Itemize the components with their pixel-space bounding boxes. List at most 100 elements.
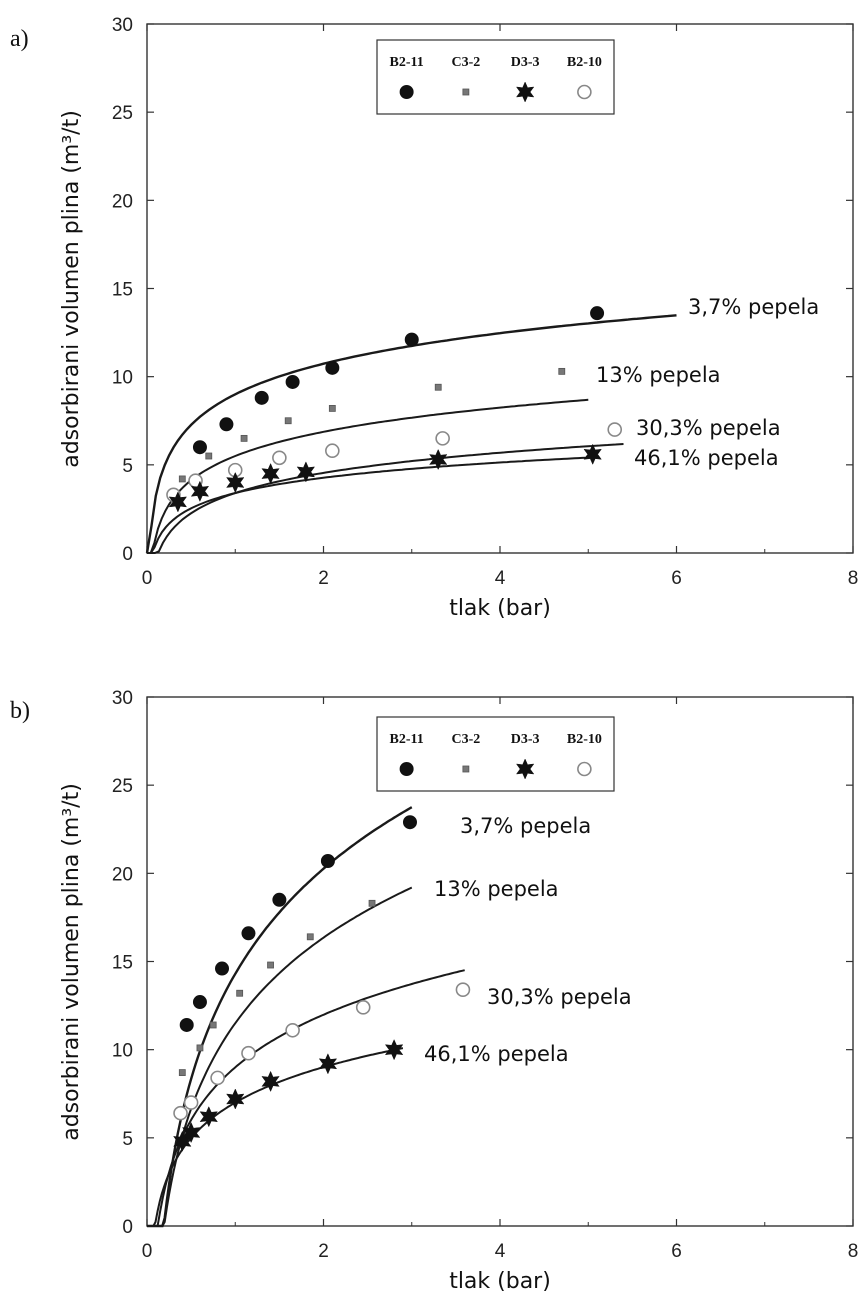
data-point [241, 1045, 256, 1061]
data-point [219, 417, 234, 432]
series-label: 13% pepela [596, 363, 721, 387]
data-point [236, 989, 244, 997]
legend-marker-open-circle [577, 84, 592, 100]
x-tick-label: 2 [318, 568, 329, 589]
x-axis-title: tlak (bar) [449, 596, 551, 621]
data-point [558, 367, 566, 375]
y-tick-label: 10 [112, 1041, 133, 1062]
data-point [285, 1022, 300, 1038]
y-tick-label: 25 [112, 776, 133, 797]
series-line [147, 456, 598, 554]
x-tick-label: 0 [142, 568, 153, 589]
data-point [183, 1095, 199, 1110]
data-point [181, 1121, 201, 1144]
y-tick-label: 5 [122, 456, 133, 477]
y-tick-label: 0 [122, 1217, 133, 1238]
y-tick-label: 0 [122, 544, 133, 565]
series-B2-10: 30,3% pepela [147, 969, 632, 1227]
y-tick-label: 5 [122, 1129, 133, 1150]
data-point [384, 1039, 404, 1061]
data-point [429, 448, 448, 471]
data-point [306, 933, 314, 941]
data-point [434, 383, 442, 391]
data-point [435, 431, 450, 446]
legend: B2-11 C3-2 D3-3 B2-10 [376, 39, 615, 115]
data-point [254, 390, 269, 405]
series-line [147, 398, 589, 554]
series-B2-11: 3,7% pepela [145, 295, 819, 554]
y-axis-title: adsorbirani volumen plina (m³/t) [59, 110, 84, 468]
data-point [328, 405, 336, 412]
y-tick-label: 15 [112, 280, 133, 301]
legend-entry-label: B2-11 [390, 732, 424, 747]
data-point [196, 1044, 204, 1052]
legend-entry-label: B2-10 [567, 55, 602, 70]
data-point [210, 1070, 225, 1086]
data-point [240, 434, 248, 442]
data-point [402, 815, 417, 830]
series-label: 46,1% pepela [424, 1042, 569, 1066]
legend-entry-label: D3-3 [511, 732, 540, 747]
series-label: 13% pepela [434, 877, 559, 901]
data-point [285, 374, 300, 389]
data-point [404, 332, 419, 347]
series-label: 3,7% pepela [460, 814, 591, 838]
data-point [325, 360, 340, 375]
y-tick-label: 30 [112, 15, 133, 36]
data-point [173, 1105, 188, 1121]
x-tick-label: 8 [848, 1241, 859, 1262]
y-tick-label: 20 [112, 191, 133, 212]
series-label: 46,1% pepela [634, 446, 779, 470]
chart-panel-a: a) 0 2 4 6 8 0 5 10 15 20 25 30 tlak (bar) adsorbirani… [10, 15, 858, 621]
legend-marker-filled-circle [399, 85, 414, 99]
y-tick-label: 30 [112, 688, 133, 709]
series-B2-10: 30,3% pepela [147, 416, 781, 554]
series-label: 30,3% pepela [487, 985, 632, 1009]
legend-marker-filled-circle [399, 762, 414, 776]
data-point [325, 443, 340, 459]
legend: B2-11 C3-2 D3-3 B2-10 [376, 716, 615, 792]
data-point [368, 899, 376, 907]
data-point [199, 1106, 218, 1128]
data-point [192, 440, 207, 455]
data-point [296, 461, 316, 483]
data-point [284, 417, 292, 425]
data-point [607, 422, 623, 437]
legend-box [376, 39, 615, 115]
data-point [179, 1017, 194, 1032]
data-point [168, 491, 188, 513]
series-line [145, 314, 677, 554]
series-B2-11: 3,7% pepela [147, 806, 591, 1228]
data-point [590, 306, 605, 321]
data-point [178, 475, 186, 483]
y-tick-label: 15 [112, 953, 133, 974]
x-tick-label: 8 [848, 568, 859, 589]
data-point [261, 462, 280, 485]
data-point [320, 853, 335, 868]
series-D3-3: 46,1% pepela [147, 443, 779, 554]
panel-label: b) [10, 698, 30, 724]
data-point [226, 1088, 245, 1110]
series-line [147, 806, 413, 1228]
data-point [190, 480, 210, 502]
data-point [272, 450, 287, 466]
series-C3-2: 13% pepela [147, 363, 721, 554]
legend-box [376, 716, 615, 792]
series-label: 30,3% pepela [636, 416, 781, 440]
series-label: 3,7% pepela [688, 295, 819, 319]
data-point [178, 1069, 186, 1076]
data-point [215, 961, 230, 976]
series-line [147, 969, 465, 1227]
legend-marker-small-square [462, 765, 470, 773]
data-point [241, 926, 256, 941]
legend-entry-label: B2-10 [567, 732, 602, 747]
x-tick-label: 4 [495, 1241, 506, 1262]
legend-marker-star [515, 758, 535, 780]
y-tick-label: 25 [112, 103, 133, 124]
y-tick-label: 20 [112, 864, 133, 885]
x-tick-label: 2 [318, 1241, 329, 1262]
series-line [147, 886, 413, 1227]
data-point [226, 471, 245, 494]
x-tick-label: 6 [671, 568, 682, 589]
